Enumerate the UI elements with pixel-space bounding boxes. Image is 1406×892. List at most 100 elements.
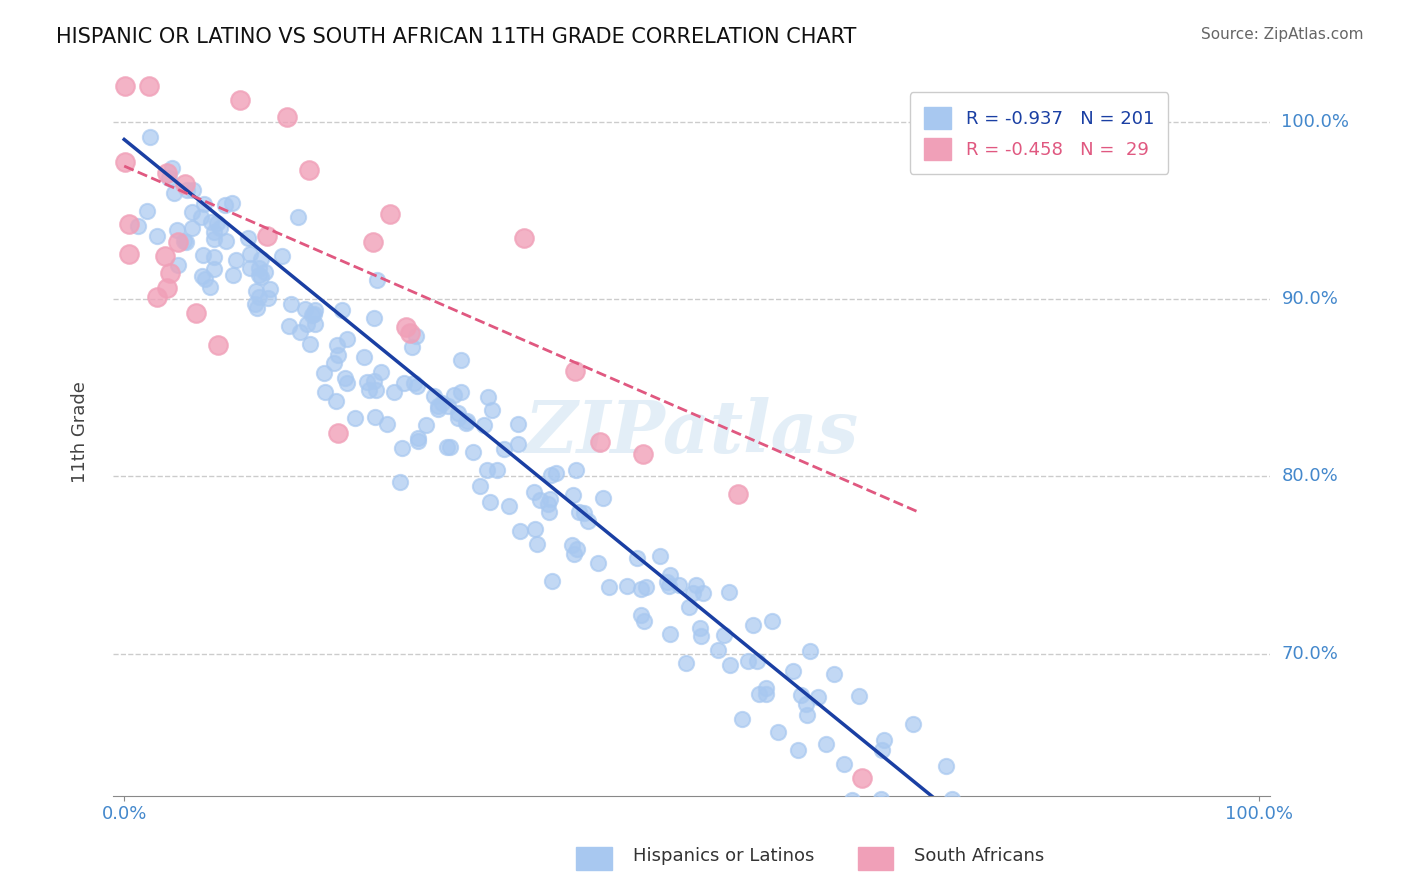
Point bbox=[250, 252, 273, 267]
Text: ZIPatlas: ZIPatlas bbox=[524, 397, 859, 467]
Point bbox=[207, 338, 229, 352]
Point bbox=[993, 876, 1015, 890]
Point bbox=[755, 681, 778, 695]
Point bbox=[146, 228, 169, 243]
Point bbox=[343, 411, 366, 425]
Point bbox=[215, 234, 238, 248]
Point bbox=[174, 235, 197, 249]
Point bbox=[388, 475, 411, 490]
Point bbox=[361, 235, 384, 250]
Point bbox=[658, 579, 681, 593]
Point bbox=[202, 225, 225, 239]
Point bbox=[565, 542, 588, 557]
Point bbox=[136, 204, 159, 219]
Point bbox=[256, 291, 278, 305]
Point bbox=[565, 463, 588, 477]
Point bbox=[598, 580, 620, 594]
Point bbox=[114, 79, 136, 94]
Point bbox=[589, 434, 612, 449]
Point bbox=[538, 505, 561, 519]
Point bbox=[841, 793, 863, 807]
Point bbox=[782, 664, 804, 678]
Point bbox=[245, 284, 267, 298]
Point bbox=[848, 690, 870, 704]
Point bbox=[872, 733, 894, 747]
Point bbox=[969, 863, 991, 877]
Point bbox=[903, 716, 925, 731]
Point bbox=[205, 216, 228, 230]
Point bbox=[325, 394, 347, 409]
Point bbox=[526, 537, 548, 551]
Point bbox=[648, 549, 671, 564]
Point bbox=[364, 383, 387, 397]
Point bbox=[529, 492, 551, 507]
Text: South Africans: South Africans bbox=[914, 847, 1045, 865]
Point bbox=[229, 93, 252, 107]
Point bbox=[755, 687, 778, 701]
Point bbox=[477, 463, 499, 477]
Point bbox=[363, 310, 385, 325]
Point bbox=[472, 418, 495, 433]
Point bbox=[634, 580, 657, 594]
Point bbox=[298, 163, 321, 178]
Point bbox=[202, 232, 225, 246]
Point bbox=[159, 266, 181, 280]
Point bbox=[277, 318, 299, 333]
Point bbox=[176, 183, 198, 197]
Point bbox=[512, 231, 534, 245]
Legend: R = -0.937   N = 201, R = -0.458   N =  29: R = -0.937 N = 201, R = -0.458 N = 29 bbox=[910, 92, 1168, 174]
Point bbox=[430, 396, 453, 410]
Point bbox=[145, 290, 167, 304]
Point bbox=[301, 308, 323, 322]
Point bbox=[253, 265, 276, 279]
Point bbox=[166, 223, 188, 237]
Point bbox=[190, 211, 212, 225]
Text: HISPANIC OR LATINO VS SOUTH AFRICAN 11TH GRADE CORRELATION CHART: HISPANIC OR LATINO VS SOUTH AFRICAN 11TH… bbox=[56, 27, 856, 46]
Point bbox=[245, 297, 267, 311]
Point bbox=[562, 547, 585, 561]
Point bbox=[456, 414, 478, 428]
Point bbox=[540, 491, 562, 506]
Point bbox=[287, 210, 309, 224]
Point bbox=[246, 301, 269, 315]
Point bbox=[508, 417, 530, 432]
Point bbox=[239, 261, 262, 276]
Point bbox=[561, 538, 583, 552]
Point bbox=[160, 161, 183, 175]
Point bbox=[323, 356, 346, 370]
Text: 70.0%: 70.0% bbox=[1281, 645, 1339, 663]
Point bbox=[742, 618, 765, 632]
Point bbox=[799, 644, 821, 658]
Point bbox=[214, 198, 236, 212]
Point bbox=[138, 79, 160, 94]
Point bbox=[280, 297, 302, 311]
Point bbox=[869, 792, 891, 806]
Point bbox=[436, 440, 458, 454]
Point bbox=[247, 261, 270, 276]
Point bbox=[250, 269, 273, 284]
Point bbox=[138, 130, 160, 145]
Point bbox=[870, 743, 893, 757]
Point bbox=[236, 230, 259, 244]
Point bbox=[524, 522, 547, 536]
Point bbox=[183, 183, 205, 197]
Point bbox=[463, 445, 485, 459]
Point bbox=[156, 166, 179, 180]
Point bbox=[180, 205, 202, 219]
Point bbox=[748, 687, 770, 701]
Point bbox=[157, 171, 180, 186]
Point bbox=[200, 214, 222, 228]
Point bbox=[727, 487, 749, 501]
Point bbox=[114, 154, 136, 169]
Text: Hispanics or Latinos: Hispanics or Latinos bbox=[633, 847, 814, 865]
Point bbox=[498, 499, 520, 513]
Point bbox=[249, 290, 271, 304]
Point bbox=[932, 830, 955, 845]
Point bbox=[181, 221, 204, 235]
Point bbox=[439, 440, 461, 454]
Point bbox=[167, 258, 190, 272]
Point bbox=[193, 247, 215, 261]
Point bbox=[174, 177, 197, 191]
Point bbox=[364, 410, 387, 425]
Point bbox=[454, 417, 477, 431]
